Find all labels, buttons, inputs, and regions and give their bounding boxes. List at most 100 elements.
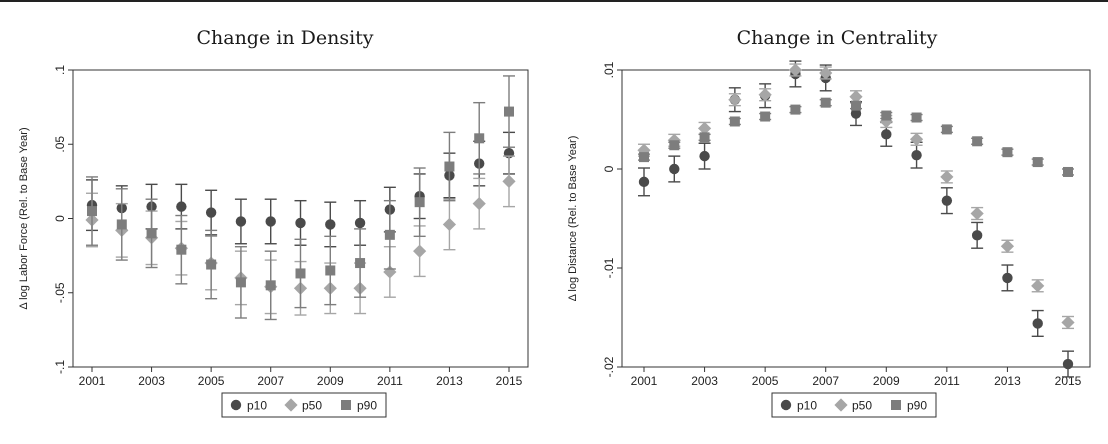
data-point-p90 bbox=[820, 97, 831, 108]
x-tick-label: 2011 bbox=[934, 374, 960, 388]
data-point-p90 bbox=[414, 197, 425, 208]
data-point-p50 bbox=[849, 90, 863, 104]
data-point-p90 bbox=[729, 116, 740, 127]
data-point-p10 bbox=[1032, 318, 1043, 329]
x-tick-label: 2007 bbox=[812, 374, 839, 388]
x-tick-label: 2011 bbox=[377, 374, 403, 388]
plot-area bbox=[621, 69, 1091, 368]
y-tick-label: -.01 bbox=[602, 257, 616, 278]
data-point-p90 bbox=[176, 244, 187, 255]
data-point-p90 bbox=[881, 110, 892, 121]
data-point-p50 bbox=[442, 217, 457, 232]
data-point-p50 bbox=[502, 174, 516, 188]
data-point-p10 bbox=[669, 163, 680, 175]
series-p50 bbox=[637, 63, 1075, 330]
data-point-p90 bbox=[325, 265, 336, 276]
x-tick-label: 2013 bbox=[994, 374, 1021, 388]
data-point-p10 bbox=[235, 216, 247, 227]
data-point-p50 bbox=[1061, 315, 1075, 330]
legend-marker-p50 bbox=[284, 398, 298, 412]
data-point-p10 bbox=[881, 129, 892, 140]
x-tick-label: 2013 bbox=[436, 374, 463, 388]
y-axis-label: Δ log Distance (Rel. to Base Year) bbox=[567, 136, 579, 302]
legend-box bbox=[771, 392, 937, 418]
data-point-p90 bbox=[146, 228, 157, 239]
data-point-p50 bbox=[758, 88, 772, 102]
legend-marker-p50 bbox=[834, 398, 848, 412]
data-point-p50 bbox=[413, 244, 427, 258]
legend: p10 p50 p90 bbox=[221, 392, 387, 418]
data-point-p10 bbox=[638, 176, 650, 188]
data-point-p90 bbox=[384, 229, 395, 240]
legend-label: p10 bbox=[797, 399, 817, 413]
x-tick-label: 2009 bbox=[873, 374, 900, 388]
data-point-p50 bbox=[472, 197, 486, 211]
x-tick-label: 2009 bbox=[317, 374, 344, 388]
chart-1: Change in Density -.1 -.05 0 .05 .1 Δ log Labo… bbox=[18, 27, 529, 418]
data-point-p10 bbox=[850, 108, 862, 119]
y-tick-label: .1 bbox=[53, 65, 67, 75]
data-point-p90 bbox=[911, 112, 922, 123]
data-point-p90 bbox=[504, 106, 514, 117]
data-point-p10 bbox=[911, 149, 922, 161]
legend-marker-p90 bbox=[891, 400, 901, 410]
y-tick-label: -.1 bbox=[53, 360, 67, 374]
x-tick-label: 2015 bbox=[1055, 374, 1082, 388]
series-p90 bbox=[86, 75, 515, 321]
x-tick-label: 2003 bbox=[138, 374, 165, 388]
data-point-p10 bbox=[1062, 358, 1074, 370]
data-point-p10 bbox=[354, 217, 366, 229]
data-point-p10 bbox=[205, 207, 217, 218]
data-point-p90 bbox=[206, 259, 217, 270]
data-point-p90 bbox=[116, 219, 127, 230]
legend: p10 p50 p90 bbox=[771, 392, 937, 418]
data-point-p50 bbox=[788, 63, 803, 77]
data-point-p50 bbox=[383, 265, 397, 279]
data-point-p10 bbox=[325, 219, 336, 230]
data-point-p90 bbox=[444, 161, 455, 172]
data-point-p90 bbox=[1002, 147, 1013, 158]
data-point-p10 bbox=[295, 217, 306, 229]
data-point-p50 bbox=[819, 66, 833, 80]
data-point-p10 bbox=[265, 216, 276, 227]
data-point-p90 bbox=[235, 277, 246, 288]
data-point-p90 bbox=[699, 132, 710, 143]
legend-marker-p10 bbox=[230, 399, 242, 411]
data-point-p90 bbox=[760, 111, 771, 122]
legend-box bbox=[221, 392, 387, 418]
data-point-p90 bbox=[474, 133, 485, 144]
chart-title: Change in Centrality bbox=[737, 27, 938, 49]
top-rule bbox=[0, 0, 1108, 2]
x-tick-label: 2007 bbox=[257, 374, 284, 388]
legend-label: p10 bbox=[247, 399, 267, 413]
data-point-p90 bbox=[355, 258, 366, 269]
data-point-p10 bbox=[941, 195, 953, 206]
x-tick-label: 2001 bbox=[631, 374, 658, 388]
data-point-p50 bbox=[697, 121, 712, 136]
y-tick-label: 0 bbox=[53, 215, 67, 222]
data-point-p50 bbox=[728, 93, 742, 107]
data-point-p50 bbox=[909, 132, 924, 146]
y-tick-label: -.05 bbox=[53, 282, 67, 303]
data-point-p90 bbox=[1063, 166, 1073, 177]
x-tick-label: 2003 bbox=[691, 374, 718, 388]
data-point-p50 bbox=[1031, 279, 1045, 293]
series-p90 bbox=[638, 97, 1074, 177]
data-point-p90 bbox=[87, 206, 97, 217]
data-point-p90 bbox=[972, 136, 983, 147]
data-point-p90 bbox=[639, 152, 649, 163]
data-point-p90 bbox=[790, 104, 801, 115]
legend-label: p50 bbox=[852, 399, 872, 413]
data-point-p50 bbox=[1000, 239, 1015, 253]
data-point-p50 bbox=[940, 170, 954, 184]
chart-2: Change in Centrality -.02 -.01 0 .01 Δ log Di… bbox=[567, 27, 1091, 418]
data-point-p90 bbox=[265, 280, 276, 291]
data-point-p10 bbox=[1002, 272, 1013, 284]
chart-title: Change in Density bbox=[196, 27, 373, 49]
y-tick-label: .05 bbox=[53, 136, 67, 153]
legend-label: p90 bbox=[907, 399, 927, 413]
data-point-p10 bbox=[971, 230, 983, 241]
y-tick-label: .01 bbox=[602, 61, 616, 78]
data-point-p90 bbox=[669, 140, 680, 151]
